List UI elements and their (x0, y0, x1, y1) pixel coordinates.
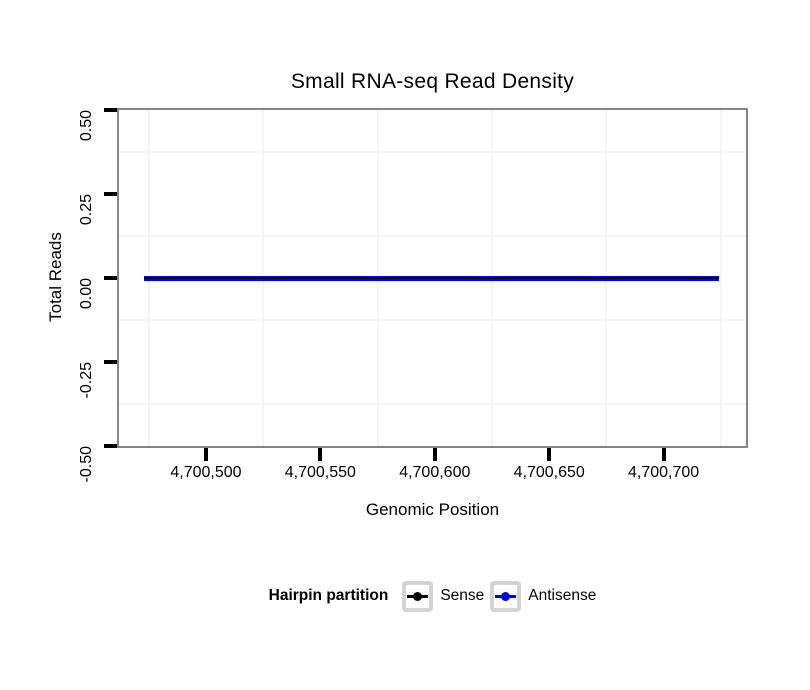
y-tick-label: -0.25 (78, 362, 95, 399)
x-tick (547, 448, 552, 461)
minor-gridline-horizontal (119, 235, 746, 237)
legend-title: Hairpin partition (268, 587, 389, 604)
legend-key-antisense (490, 580, 522, 612)
minor-gridline-horizontal (119, 319, 746, 321)
y-tick-label: -0.50 (78, 446, 95, 483)
x-tick (661, 448, 666, 461)
minor-gridline-horizontal (119, 403, 746, 405)
y-tick-label: 0.00 (78, 278, 95, 310)
y-tick-label: 0.50 (78, 110, 95, 142)
x-tick-label: 4,700,700 (628, 464, 700, 481)
y-tick (104, 444, 117, 448)
legend-item-sense: Sense (402, 580, 485, 612)
x-tick-label: 4,700,600 (399, 464, 471, 481)
y-tick (104, 360, 117, 364)
minor-gridline-vertical (719, 110, 722, 446)
y-tick (104, 108, 117, 112)
legend-entries: Sense Antisense (396, 580, 597, 612)
x-axis-title: Genomic Position (365, 500, 500, 519)
x-tick-label: 4,700,550 (284, 464, 356, 481)
minor-gridline-horizontal (119, 151, 746, 153)
y-axis-title: Total Reads (46, 232, 65, 322)
x-tick (432, 448, 437, 461)
chart-title: Small RNA-seq Read Density (290, 70, 575, 93)
x-tick-label: 4,700,500 (170, 464, 242, 481)
legend: Hairpin partition Sense Antisense (117, 576, 748, 616)
x-tick-label: 4,700,650 (513, 464, 585, 481)
y-tick-label: 0.25 (78, 194, 95, 226)
legend-key-sense (402, 580, 434, 612)
legend-label: Sense (440, 587, 485, 604)
legend-key-point-icon (413, 591, 423, 601)
legend-key-point-icon (501, 591, 511, 601)
legend-label: Antisense (528, 587, 597, 604)
plot-panel (117, 108, 748, 448)
x-tick (203, 448, 208, 461)
data-line-sense (144, 276, 719, 280)
y-tick (104, 276, 117, 280)
x-tick (318, 448, 323, 461)
legend-item-antisense: Antisense (490, 580, 597, 612)
y-tick (104, 192, 117, 196)
